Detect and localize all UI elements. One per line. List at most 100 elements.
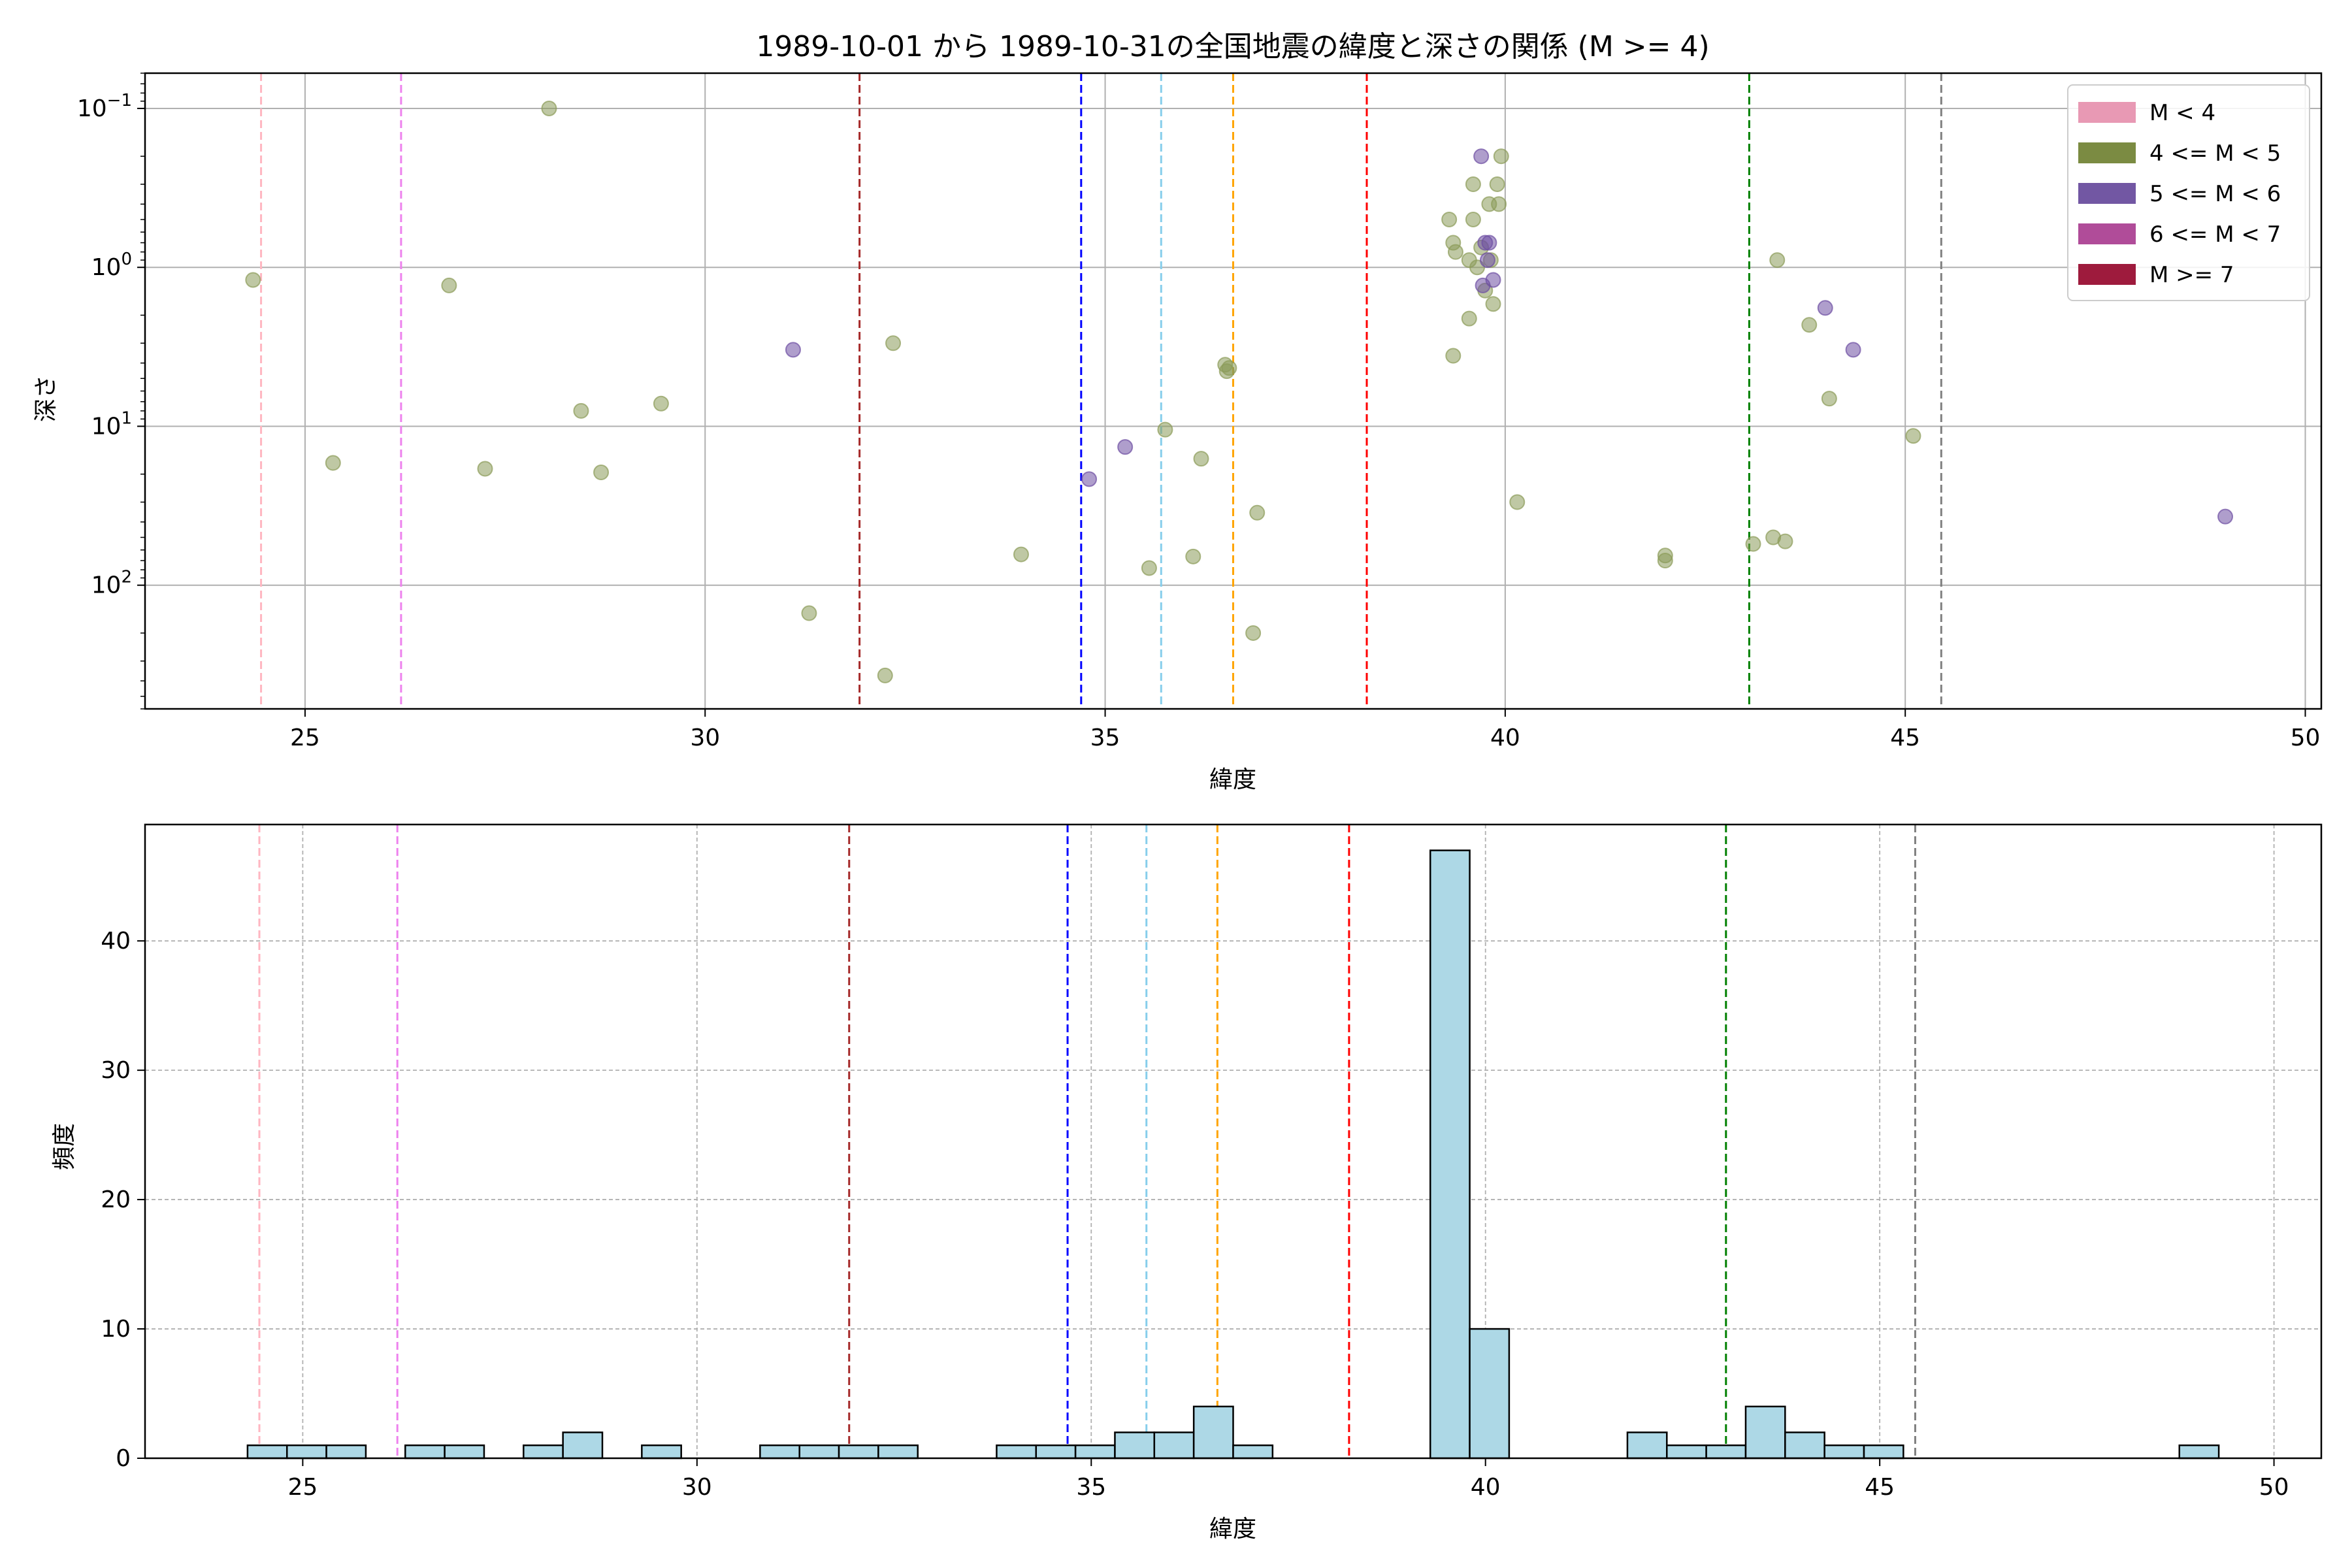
scatter-point — [1473, 148, 1490, 165]
scatter-point — [1441, 211, 1458, 227]
scatter-y-ticks: 10−1 100 101 102 — [77, 73, 145, 710]
histogram-y-tick-label: 30 — [101, 1057, 131, 1084]
scatter-x-tick-label: 30 — [690, 725, 720, 751]
legend-label: M >= 7 — [2149, 262, 2234, 288]
histogram-bar — [404, 1444, 446, 1460]
scatter-point — [801, 605, 817, 621]
histogram-x-tick-label: 45 — [1865, 1474, 1895, 1501]
scatter-point — [1185, 548, 1201, 564]
histogram-bar — [2178, 1444, 2220, 1460]
histogram-bar — [838, 1444, 879, 1460]
scatter-point — [477, 461, 493, 477]
scatter-point — [1193, 451, 1209, 467]
histogram-bar — [1744, 1405, 1786, 1460]
histogram-bar — [1469, 1328, 1511, 1460]
histogram-y-tick-label: 40 — [101, 928, 131, 955]
scatter-point — [877, 667, 893, 683]
scatter-point — [785, 342, 801, 358]
scatter-point — [1745, 536, 1761, 552]
scatter-point — [1245, 625, 1262, 641]
histogram-bars — [246, 849, 2220, 1460]
scatter-point — [1117, 439, 1134, 455]
scatter-point — [1657, 553, 1673, 569]
scatter-point — [1845, 342, 1861, 358]
scatter-point — [1509, 494, 1526, 510]
scatter-point — [1801, 317, 1818, 333]
legend-swatch — [2078, 102, 2136, 123]
scatter-panel: 25 30 35 40 45 50 10−1 100 101 102 緯度 深さ M < 4 4 … — [33, 72, 2323, 793]
histogram-bar — [1823, 1444, 1865, 1460]
scatter-x-tick-label: 35 — [1090, 725, 1120, 751]
scatter-point — [325, 455, 341, 471]
scatter-point — [1221, 360, 1237, 376]
scatter-point — [1447, 244, 1463, 260]
histogram-bar — [523, 1444, 564, 1460]
histogram-y-tick-label: 0 — [116, 1445, 131, 1472]
histogram-bar — [444, 1444, 485, 1460]
legend-swatch — [2078, 264, 2136, 285]
scatter-point — [245, 272, 261, 288]
scatter-point — [653, 395, 669, 412]
legend-swatch — [2078, 223, 2136, 244]
scatter-reference-lines — [260, 73, 1942, 709]
histogram-y-tick-label: 20 — [101, 1186, 131, 1213]
histogram-bar — [562, 1431, 604, 1460]
scatter-y-tick-label: 100 — [91, 250, 132, 281]
scatter-point — [1013, 546, 1029, 563]
scatter-point — [1081, 471, 1098, 487]
scatter-x-ticks: 25 30 35 40 45 50 — [290, 709, 2320, 751]
histogram-bar — [1626, 1431, 1668, 1460]
histogram-bar — [1784, 1431, 1825, 1460]
scatter-point — [593, 465, 610, 481]
scatter-y-tick-label: 10−1 — [77, 91, 132, 122]
scatter-point — [441, 277, 457, 293]
scatter-point — [1141, 560, 1157, 576]
scatter-y-tick-label: 101 — [91, 408, 132, 440]
legend-label: M < 4 — [2149, 100, 2215, 126]
scatter-point — [1249, 504, 1266, 521]
histogram-y-axis-label: 頻度 — [51, 1123, 78, 1170]
scatter-point — [1817, 300, 1833, 316]
histogram-bar — [1114, 1431, 1156, 1460]
scatter-point — [1465, 211, 1481, 227]
legend-swatch — [2078, 183, 2136, 204]
scatter-point — [1769, 252, 1786, 269]
scatter-x-tick-label: 25 — [290, 725, 320, 751]
scatter-point — [885, 335, 902, 351]
legend-label: 6 <= M < 7 — [2149, 221, 2281, 248]
scatter-point — [1905, 428, 1921, 444]
scatter-y-axis-label: 深さ — [33, 375, 59, 422]
scatter-x-tick-label: 45 — [1890, 725, 1920, 751]
histogram-x-axis-label: 緯度 — [1209, 1516, 1256, 1543]
histogram-bar — [877, 1444, 919, 1460]
histogram-bar — [1232, 1444, 1274, 1460]
scatter-point — [573, 402, 589, 419]
histogram-y-tick-label: 10 — [101, 1316, 131, 1343]
scatter-point — [2217, 508, 2234, 525]
histogram-bar — [246, 1444, 288, 1460]
histogram-x-ticks: 25 30 35 40 45 50 — [287, 1458, 2289, 1501]
histogram-bar — [798, 1444, 840, 1460]
histogram-panel: 25 30 35 40 45 50 0 10 20 30 40 緯度 頻度 — [51, 823, 2323, 1543]
histogram-bar — [759, 1444, 800, 1460]
histogram-bar — [1666, 1444, 1707, 1460]
scatter-point — [1485, 272, 1501, 288]
legend: M < 4 4 <= M < 5 5 <= M < 6 6 <= M < 7 M >= … — [2067, 84, 2310, 301]
histogram-plot-area — [144, 823, 2323, 1460]
histogram-bar — [641, 1444, 682, 1460]
histogram-x-tick-label: 35 — [1076, 1474, 1106, 1501]
legend-box — [2067, 84, 2310, 301]
histogram-bar — [996, 1444, 1037, 1460]
scatter-point — [1157, 421, 1173, 438]
chart-title: 1989-10-01 から 1989-10-31の全国地震の緯度と深さの関係 (… — [756, 30, 1709, 63]
histogram-bar — [1429, 849, 1471, 1460]
legend-label: 4 <= M < 5 — [2149, 140, 2281, 167]
scatter-point — [1493, 148, 1509, 165]
scatter-point — [1821, 391, 1837, 407]
histogram-x-tick-label: 25 — [287, 1474, 318, 1501]
histogram-bar — [1705, 1444, 1747, 1460]
scatter-point — [1481, 235, 1497, 251]
histogram-bar — [1035, 1444, 1077, 1460]
